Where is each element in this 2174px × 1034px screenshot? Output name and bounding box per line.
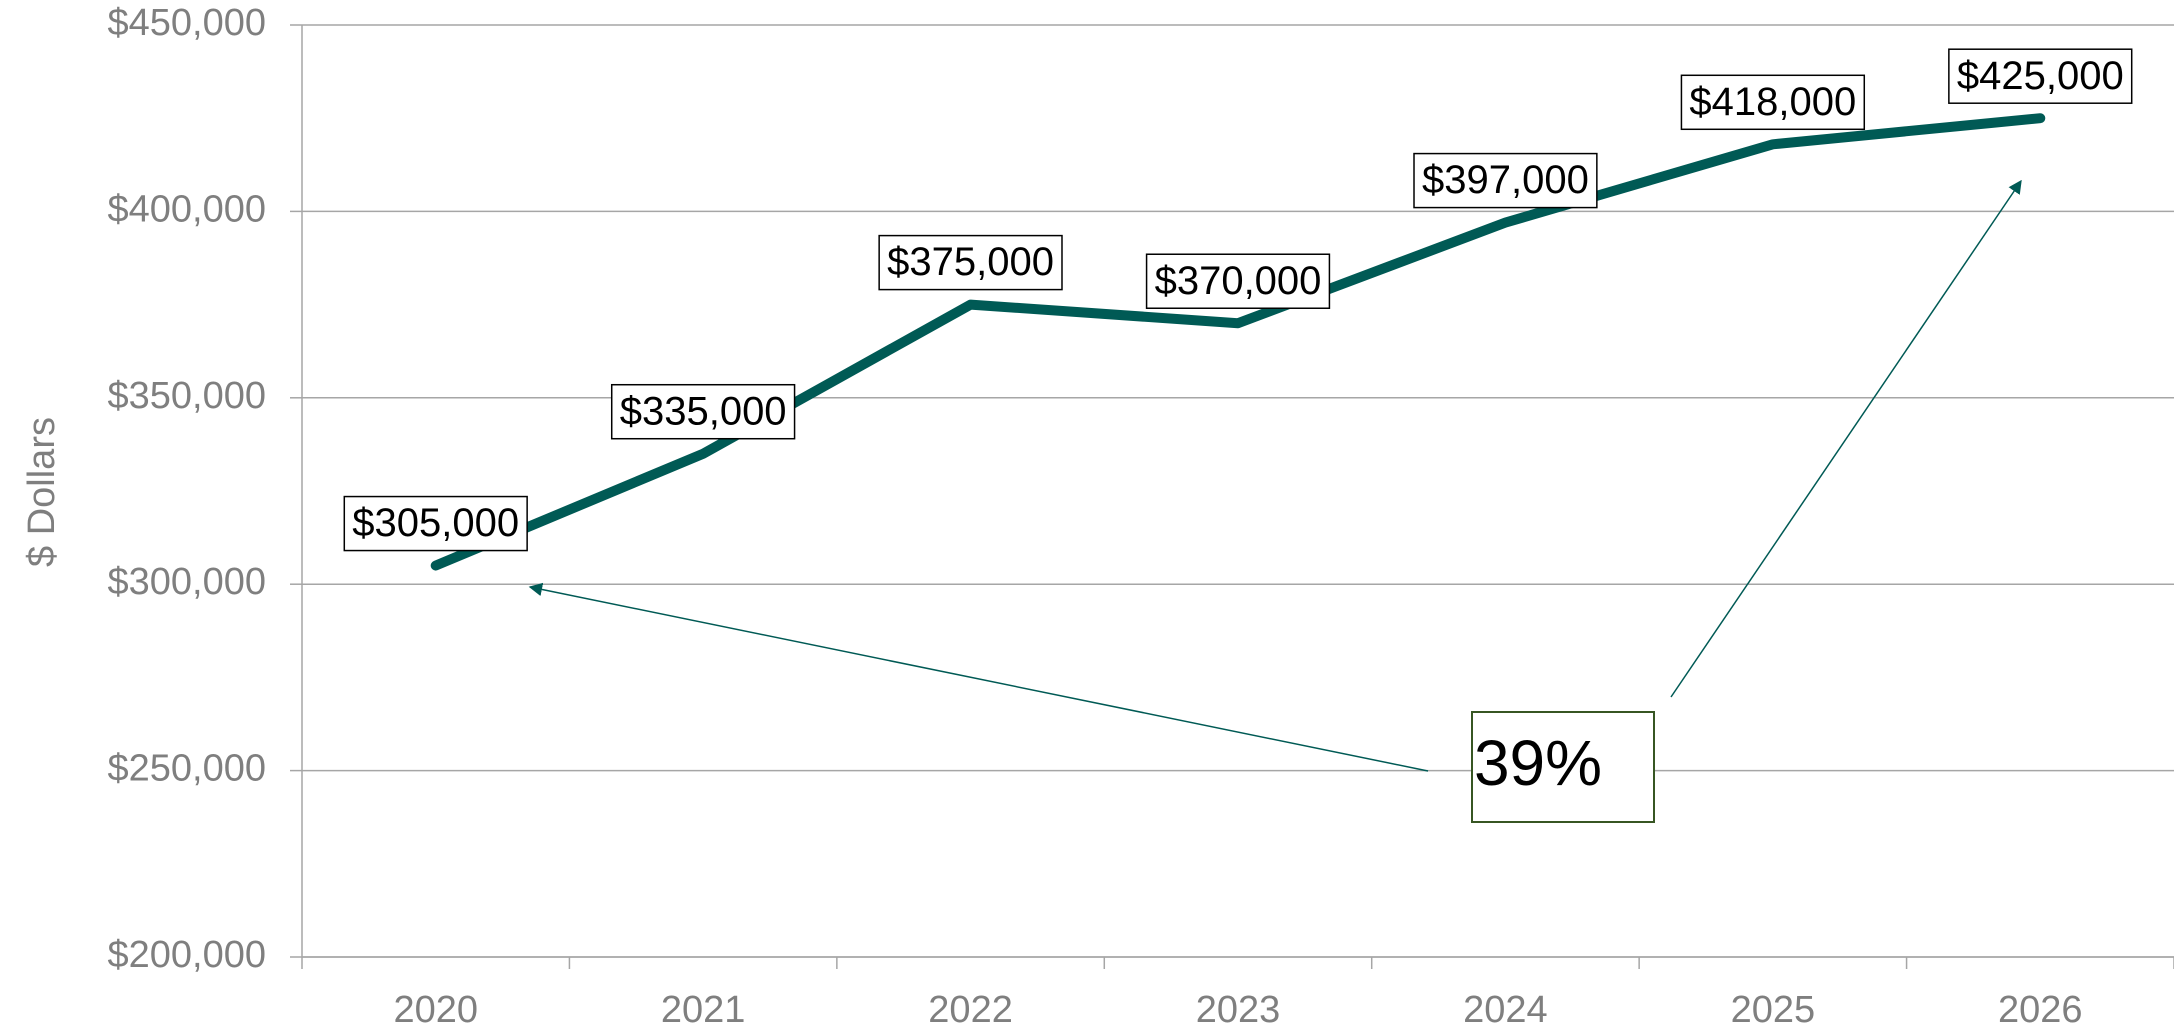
data-label: $425,000 xyxy=(1957,54,2124,98)
y-axis-label: $ Dollars xyxy=(21,417,63,567)
data-label-box xyxy=(1145,253,1331,309)
data-label: $305,000 xyxy=(352,501,519,545)
x-tick-label: 2024 xyxy=(1463,989,1548,1031)
y-tick-label: $450,000 xyxy=(108,2,267,44)
arrow xyxy=(1670,179,2022,698)
data-label-box xyxy=(1948,48,2133,104)
y-tick-label: $300,000 xyxy=(108,561,267,603)
arrow xyxy=(528,582,1429,772)
data-label: $418,000 xyxy=(1689,80,1856,124)
x-tick-label: 2020 xyxy=(393,989,478,1031)
data-label-box xyxy=(1413,152,1598,209)
data-label: $370,000 xyxy=(1155,259,1322,303)
data-label: $335,000 xyxy=(620,389,787,433)
annotation: 39% xyxy=(1474,727,1602,799)
annotation-box xyxy=(1471,711,1655,823)
x-tick-label: 2026 xyxy=(1998,989,2083,1031)
data-label-box xyxy=(343,495,528,552)
x-tick-label: 2022 xyxy=(928,989,1013,1031)
y-tick-label: $250,000 xyxy=(108,748,267,790)
data-label-box xyxy=(610,383,796,440)
x-tick-label: 2023 xyxy=(1196,989,1281,1031)
y-tick-label: $200,000 xyxy=(108,934,267,976)
data-label: $397,000 xyxy=(1422,158,1589,202)
data-label-box xyxy=(1680,74,1866,131)
data-label-box xyxy=(878,234,1063,291)
line xyxy=(430,113,2046,571)
x-tick-label: 2025 xyxy=(1731,989,1816,1031)
data-label: $375,000 xyxy=(887,240,1054,284)
y-tick-label: $400,000 xyxy=(108,188,267,230)
x-tick-label: 2021 xyxy=(661,989,746,1031)
y-tick-label: $350,000 xyxy=(108,375,267,417)
